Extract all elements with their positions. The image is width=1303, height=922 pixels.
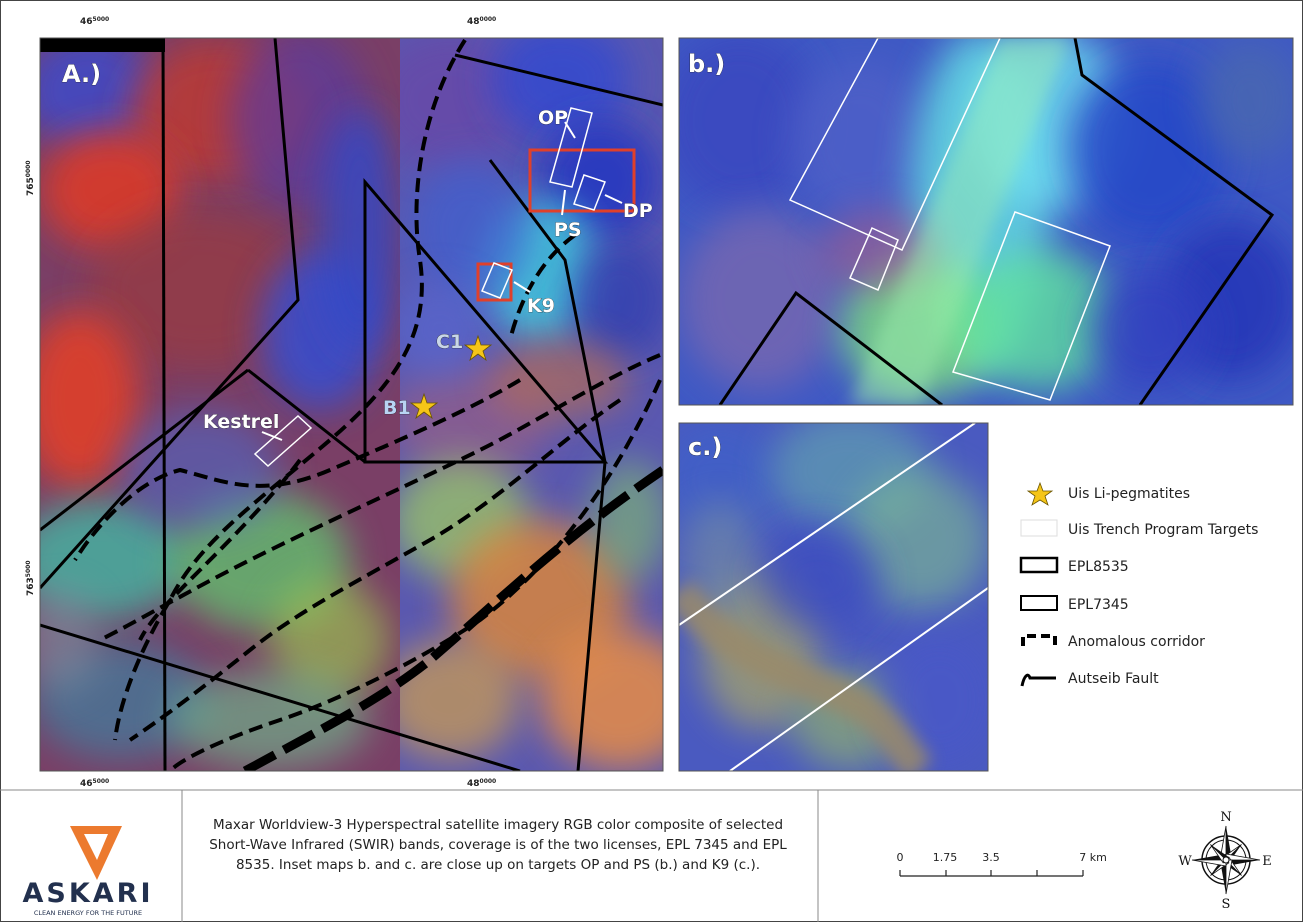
logo-mark [70, 826, 122, 880]
scale-label: 3.5 [982, 851, 1000, 864]
scale-label: 7 km [1079, 851, 1107, 864]
compass-point [1226, 860, 1232, 894]
easting-label: 480000 [467, 16, 496, 27]
nodata-strip [40, 38, 165, 52]
legend-symbol [1021, 596, 1057, 610]
legend-symbol [1022, 675, 1056, 686]
northing-label: 7635000 [25, 561, 36, 597]
scale-label: 0 [897, 851, 904, 864]
caption-line: 8535. Inset maps b. and c. are close up … [236, 857, 760, 873]
coord-sup: 0000 [25, 161, 32, 178]
easting-label: 465000 [80, 16, 109, 27]
legend-symbol [1028, 483, 1052, 505]
legend-label: Uis Li-pegmatites [1068, 486, 1190, 502]
legend-symbol [1023, 636, 1055, 646]
figure: OP DP PS K9 C1 B1 Kestrel A.) 465000 480… [0, 0, 1303, 922]
coord-main: 46 [80, 17, 93, 27]
legend-label: Uis Trench Program Targets [1068, 522, 1258, 538]
compass-center [1223, 857, 1229, 863]
imagery-patch [760, 530, 880, 630]
imagery-patch [380, 640, 520, 760]
coord-main: 48 [467, 17, 480, 27]
compass-label: N [1220, 810, 1231, 825]
target-label: K9 [527, 295, 555, 317]
coord-main: 46 [80, 779, 93, 789]
legend-symbol [1021, 520, 1057, 536]
coord-sup: 5000 [93, 16, 110, 23]
compass-label: S [1222, 897, 1231, 912]
coord-main: 48 [467, 779, 480, 789]
inset-c-imagery [660, 410, 1000, 771]
imagery-patch [390, 280, 490, 380]
northing-label: 7650000 [25, 161, 36, 197]
compass-rose [1192, 826, 1260, 894]
body: OP DP PS K9 C1 B1 Kestrel A.) 465000 480… [0, 0, 1303, 922]
legend: Uis Li-pegmatites Uis Trench Program Tar… [1021, 483, 1258, 687]
footer: ASKARI CLEAN ENERGY FOR THE FUTURE Maxar… [0, 790, 1303, 922]
legend-label: Anomalous corridor [1068, 634, 1205, 650]
compass-point [1192, 860, 1226, 866]
coord-main: 765 [26, 177, 36, 196]
easting-label: 465000 [80, 778, 109, 789]
coord-main: 763 [26, 577, 36, 596]
target-label: DP [623, 200, 653, 222]
panel-label: b.) [688, 50, 725, 78]
target-label: Kestrel [203, 411, 279, 433]
target-label: PS [554, 219, 582, 241]
imagery-patch [570, 240, 670, 360]
imagery-patch [680, 210, 840, 390]
imagery-patch [1200, 40, 1300, 160]
target-label: C1 [436, 331, 463, 353]
panel-label: A.) [62, 60, 101, 88]
compass-label: E [1262, 854, 1272, 869]
imagery-left [10, 30, 400, 771]
target-label: B1 [383, 397, 411, 419]
panel-label: c.) [688, 433, 722, 461]
scale-label: 1.75 [933, 851, 958, 864]
compass-point [1226, 854, 1260, 860]
legend-symbol [1021, 558, 1057, 572]
coord-sup: 0000 [480, 778, 497, 785]
imagery-patch [790, 60, 930, 220]
imagery-right [370, 20, 700, 771]
logo-text: ASKARI [23, 878, 154, 909]
compass-label: W [1178, 854, 1192, 869]
caption-line: Maxar Worldview-3 Hyperspectral satellit… [213, 817, 783, 833]
imagery-patch [320, 110, 400, 350]
legend-label: EPL7345 [1068, 597, 1129, 613]
legend-label: EPL8535 [1068, 559, 1129, 575]
coord-sup: 0000 [480, 16, 497, 23]
caption-line: Short-Wave Infrared (SWIR) bands, covera… [209, 837, 787, 853]
imagery-patch [540, 630, 700, 770]
logo-tagline: CLEAN ENERGY FOR THE FUTURE [34, 909, 142, 917]
coord-sup: 5000 [25, 561, 32, 578]
coord-sup: 5000 [93, 778, 110, 785]
inset-b-imagery [660, 30, 1300, 405]
easting-label: 480000 [467, 778, 496, 789]
target-label: OP [538, 107, 568, 129]
page: Satellite imagery map { "grid_labels": {… [0, 0, 1303, 922]
legend-label: Autseib Fault [1068, 671, 1159, 687]
scale-bar [900, 870, 1083, 876]
